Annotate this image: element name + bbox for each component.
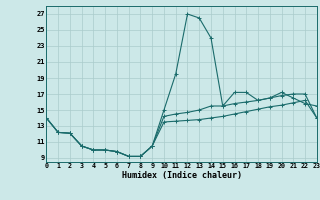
X-axis label: Humidex (Indice chaleur): Humidex (Indice chaleur) <box>122 171 242 180</box>
